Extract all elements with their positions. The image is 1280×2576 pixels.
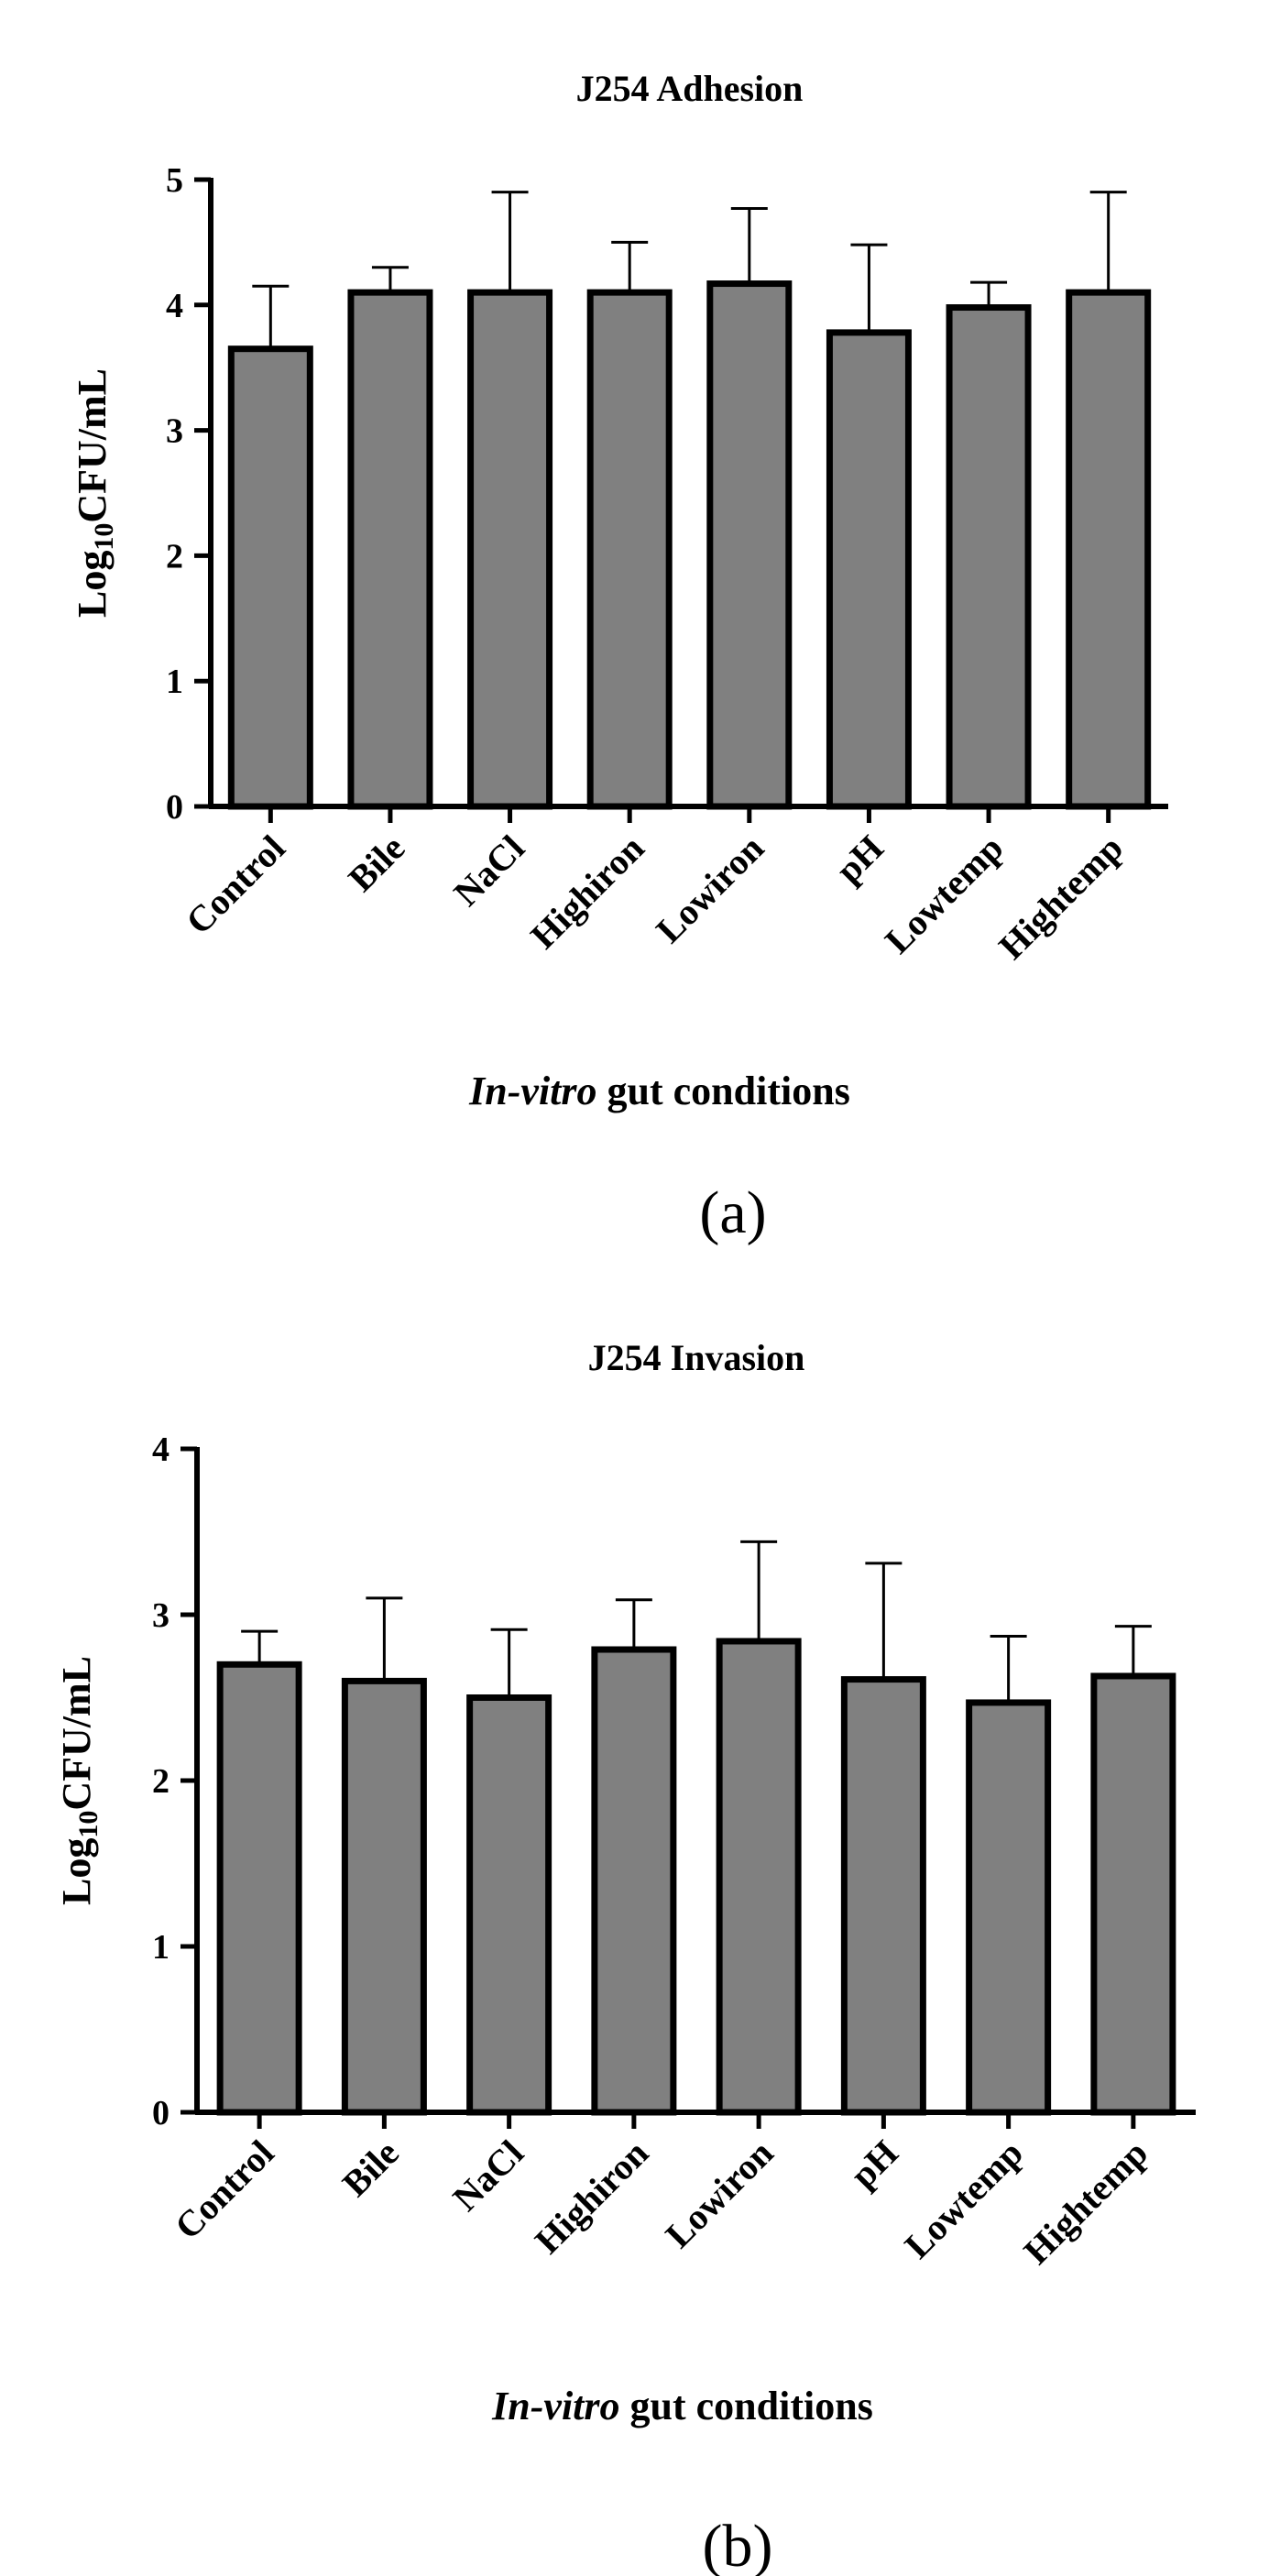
- y-tick-label: 1: [152, 1928, 170, 1967]
- y-axis-label: Log10CFU/mL: [70, 368, 119, 618]
- bar: [341, 1677, 427, 2116]
- x-axis-label-italic: In-vitro: [491, 2384, 619, 2428]
- y-tick-label: 3: [152, 1596, 170, 1635]
- x-tick-label: Lowiron: [648, 828, 771, 951]
- x-tick-label: Bile: [340, 828, 412, 900]
- y-tick-label: 5: [166, 161, 183, 200]
- bar: [716, 1638, 802, 2116]
- bar: [591, 1646, 677, 2116]
- y-tick-label: 4: [152, 1431, 170, 1469]
- y-tick-label: 0: [152, 2094, 170, 2132]
- y-axis-label-subscript: 10: [73, 1811, 104, 1838]
- x-tick-label: Highiron: [527, 2132, 656, 2262]
- x-tick-label: pH: [827, 828, 892, 892]
- y-axis-label-prefix: Log: [70, 551, 115, 618]
- y-tick-label: 2: [152, 1762, 170, 1801]
- x-tick-label: NaCl: [445, 828, 532, 915]
- bar: [1066, 289, 1152, 810]
- x-tick-label: NaCl: [444, 2132, 531, 2220]
- bar: [347, 289, 433, 810]
- y-tick-label: 2: [166, 537, 183, 575]
- x-tick-label: Bile: [334, 2132, 407, 2205]
- bar: [966, 1699, 1052, 2116]
- bar: [840, 1676, 926, 2116]
- x-tick-label: pH: [842, 2132, 906, 2197]
- bar: [1090, 1672, 1176, 2116]
- bar: [467, 289, 553, 810]
- chart-title: J254 Invasion: [588, 1337, 805, 1378]
- x-tick-label: Lowtemp: [896, 2132, 1031, 2267]
- y-axis-label-unit: CFU/mL: [54, 1656, 99, 1811]
- x-tick-label: Hightemp: [1015, 2132, 1155, 2273]
- x-tick-label: Control: [167, 2132, 282, 2248]
- bar: [216, 1661, 302, 2116]
- x-tick-label: Lowtemp: [877, 828, 1012, 962]
- y-axis-label: Log10CFU/mL: [54, 1656, 104, 1905]
- x-tick-label: Control: [178, 828, 293, 943]
- chart-title: J254 Adhesion: [576, 68, 804, 109]
- panel-label: (b): [703, 2513, 773, 2576]
- x-axis-label-rest: gut conditions: [597, 1069, 850, 1113]
- y-axis-label-subscript: 10: [89, 523, 119, 551]
- panel-label: (a): [699, 1179, 766, 1246]
- x-tick-label: Lowiron: [657, 2132, 781, 2256]
- x-axis-label-italic: In-vitro: [468, 1069, 596, 1113]
- x-tick-label: Highiron: [522, 828, 651, 957]
- x-axis-label: In-vitro gut conditions: [491, 2384, 873, 2428]
- bar: [466, 1694, 552, 2116]
- bar: [586, 289, 673, 810]
- chart-panel-a: J254 Adhesion Control Bile NaClHighironLowi…: [70, 68, 1168, 1246]
- bar: [227, 345, 313, 810]
- y-axis-label-prefix: Log: [54, 1838, 99, 1905]
- bar: [706, 280, 793, 810]
- x-axis-label: In-vitro gut conditions: [468, 1069, 850, 1113]
- y-tick-label: 1: [166, 663, 183, 701]
- bar: [946, 304, 1032, 810]
- y-tick-label: 3: [166, 412, 183, 451]
- bar: [826, 329, 912, 810]
- y-axis-label-unit: CFU/mL: [70, 368, 115, 523]
- x-tick-label: Hightemp: [990, 828, 1131, 968]
- x-axis-label-rest: gut conditions: [620, 2384, 873, 2428]
- y-tick-label: 0: [166, 788, 183, 827]
- y-tick-label: 4: [166, 287, 183, 325]
